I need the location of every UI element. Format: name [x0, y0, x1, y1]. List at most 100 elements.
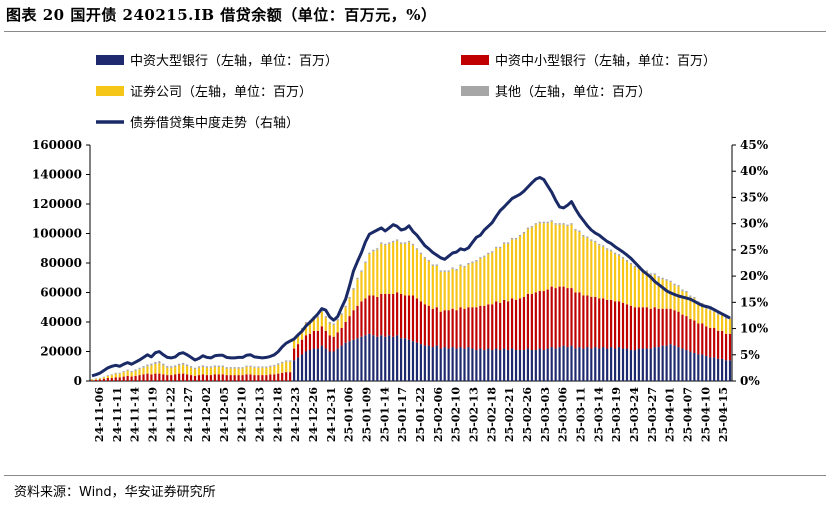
bar-segment	[213, 374, 216, 381]
bar-segment	[534, 224, 537, 293]
bar-segment	[376, 336, 379, 381]
bar-segment	[396, 239, 399, 241]
bar-segment	[312, 317, 315, 331]
bar-segment	[158, 363, 161, 374]
bar-segment	[348, 296, 351, 299]
bar-segment	[637, 348, 640, 381]
bar-segment	[415, 248, 419, 250]
bar-segment	[705, 326, 708, 356]
bar-segment	[546, 289, 549, 349]
bar-segment	[463, 267, 466, 309]
bar-segment	[475, 350, 478, 381]
bar-segment	[633, 265, 636, 268]
bar-segment	[681, 348, 684, 381]
bar-segment	[94, 379, 98, 381]
bar-segment	[269, 366, 272, 375]
bar-segment	[296, 335, 300, 345]
bar-segment	[122, 376, 125, 381]
bar-segment	[114, 377, 117, 381]
bar-segment	[380, 243, 383, 294]
bar-segment	[344, 307, 347, 322]
right-tick-label: 25%	[740, 243, 769, 257]
bar-segment	[253, 367, 256, 376]
bar-segment	[423, 258, 426, 305]
bar-segment	[209, 366, 212, 368]
bar-segment	[174, 365, 177, 367]
bar-segment	[257, 375, 260, 381]
legend-swatch-0	[96, 55, 124, 65]
bar-segment	[419, 344, 422, 381]
bar-segment	[657, 347, 660, 381]
bar-segment	[245, 365, 248, 367]
bar-segment	[209, 367, 212, 376]
bar-segment	[110, 378, 113, 381]
bar-segment	[705, 308, 708, 327]
left-tick-label: 40000	[40, 315, 82, 329]
bar-segment	[360, 336, 363, 381]
bar-segment	[217, 365, 220, 367]
bar-segment	[621, 258, 625, 303]
bar-segment	[281, 361, 284, 364]
right-tick-label: 20%	[740, 269, 769, 283]
bar-segment	[201, 366, 205, 375]
bar-segment	[415, 342, 419, 381]
bar-segment	[352, 339, 355, 381]
bar-segment	[514, 350, 518, 381]
bar-segment	[213, 365, 216, 367]
bar-segment	[602, 347, 605, 381]
x-tick-label: 25-03-06	[557, 387, 570, 442]
bar-segment	[118, 373, 121, 378]
bar-segment	[265, 366, 268, 368]
bar-segment	[657, 308, 660, 348]
bar-segment	[407, 242, 411, 296]
bar-segment	[522, 350, 526, 381]
x-tick-label: 25-02-10	[450, 387, 463, 442]
bar-segment	[407, 339, 411, 381]
bar-segment	[126, 369, 129, 371]
bar-segment	[669, 282, 672, 309]
bar-segment	[578, 292, 581, 348]
bar-segment	[241, 367, 244, 369]
bar-segment	[253, 366, 256, 368]
bar-segment	[467, 263, 470, 265]
x-tick-label: 25-04-01	[664, 387, 677, 442]
bar-segment	[419, 254, 422, 302]
bar-segment	[709, 357, 712, 381]
bar-segment	[443, 271, 446, 311]
bar-segment	[534, 350, 537, 381]
bar-segment	[566, 226, 569, 289]
bar-segment	[479, 305, 482, 349]
bar-segment	[479, 348, 482, 381]
bar-segment	[518, 236, 522, 299]
bar-segment	[348, 341, 351, 381]
bar-segment	[300, 354, 304, 381]
bar-segment	[380, 293, 383, 336]
bar-segment	[455, 270, 458, 311]
bar-segment	[629, 350, 633, 381]
bar-segment	[356, 338, 359, 381]
bar-segment	[229, 375, 232, 381]
bar-segment	[463, 308, 466, 349]
bar-segment	[285, 361, 288, 373]
bar-segment	[625, 304, 629, 349]
bar-segment	[285, 360, 288, 362]
bar-segment	[400, 293, 403, 339]
bar-segment	[633, 350, 636, 381]
bar-segment	[332, 351, 335, 381]
bar-segment	[360, 270, 363, 272]
bar-segment	[221, 365, 224, 367]
bar-segment	[665, 308, 668, 346]
bar-segment	[586, 295, 589, 348]
bar-segment	[514, 237, 518, 240]
x-tick-label: 25-02-21	[503, 387, 516, 442]
bar-segment	[142, 374, 145, 381]
bar-segment	[447, 271, 450, 311]
bar-segment	[380, 335, 383, 381]
bar-segment	[570, 223, 573, 225]
bar-segment	[554, 224, 557, 289]
right-tick-label: 0%	[740, 374, 760, 388]
bar-segment	[653, 273, 656, 275]
bar-segment	[403, 338, 407, 381]
bar-segment	[685, 292, 688, 317]
bar-segment	[328, 322, 331, 324]
